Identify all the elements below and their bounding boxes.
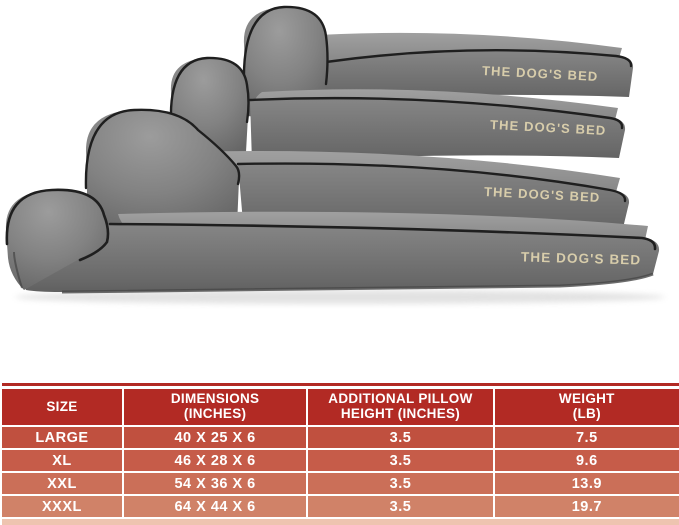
weight-cell: 9.6	[494, 450, 679, 471]
pillow-height-cell: 3.5	[308, 450, 493, 471]
dog-bed-small: THE DOG'S BED	[242, 5, 634, 117]
ground-shadow	[15, 290, 665, 304]
pillow-height-cell: 3.5	[308, 427, 493, 448]
header-line: DIMENSIONS	[170, 391, 260, 407]
size-cell: XL	[2, 450, 122, 471]
weight-cell: 19.7	[494, 496, 679, 517]
table-top-rule	[2, 383, 679, 386]
column-header-dimensions: DIMENSIONS (INCHES)	[123, 389, 307, 425]
bed-brand-text: THE DOG'S BED	[484, 184, 601, 205]
header-line: SIZE	[46, 398, 78, 414]
size-cell: LARGE	[2, 427, 122, 448]
bed-brand-text: THE DOG'S BED	[490, 117, 607, 138]
header-line: (LB)	[572, 406, 601, 421]
table-bottom-fade	[2, 519, 679, 525]
pillow-height-cell: 3.5	[308, 496, 493, 517]
bed-brand-text: THE DOG'S BED	[521, 249, 642, 267]
dog-bed-xl: THE DOG'S BED	[169, 56, 626, 162]
column-header-size: SIZE	[2, 389, 122, 425]
bed-brand-text: THE DOG'S BED	[482, 63, 599, 84]
dog-bed-xxxl: THE DOG'S BED	[5, 188, 660, 294]
size-specification-table: SIZE DIMENSIONS (INCHES) ADDITIONAL PILL…	[2, 383, 679, 525]
stacked-dog-beds-illustration: THE DOG'S BED THE DOG'S BED THE DOG'S BE…	[5, 5, 665, 304]
weight-cell: 13.9	[494, 473, 679, 494]
header-line: WEIGHT	[558, 391, 615, 407]
dimensions-cell: 46 X 28 X 6	[123, 450, 307, 471]
dimensions-cell: 54 X 36 X 6	[123, 473, 307, 494]
product-photo: THE DOG'S BED THE DOG'S BED THE DOG'S BE…	[5, 5, 665, 304]
column-header-pillow-height: ADDITIONAL PILLOW HEIGHT (INCHES)	[308, 389, 493, 425]
header-line: HEIGHT (INCHES)	[340, 406, 461, 421]
header-line: (INCHES)	[183, 406, 247, 421]
column-header-weight: WEIGHT (LB)	[494, 389, 679, 425]
dimensions-cell: 64 X 44 X 6	[123, 496, 307, 517]
size-cell: XXL	[2, 473, 122, 494]
size-cell: XXXL	[2, 496, 122, 517]
header-line: ADDITIONAL PILLOW	[328, 391, 473, 407]
pillow-height-cell: 3.5	[308, 473, 493, 494]
dimensions-cell: 40 X 25 X 6	[123, 427, 307, 448]
weight-cell: 7.5	[494, 427, 679, 448]
